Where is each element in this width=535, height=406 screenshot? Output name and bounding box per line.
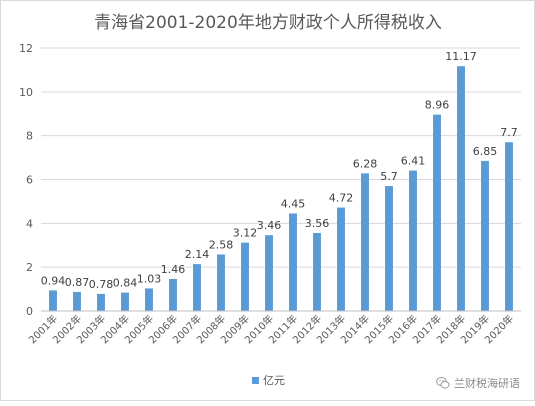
data-label: 11.17 — [445, 50, 477, 63]
watermark: 兰财税海研语 — [436, 375, 520, 391]
y-tick-label: 8 — [26, 130, 33, 143]
data-label: 8.96 — [425, 99, 450, 112]
watermark-text: 兰财税海研语 — [454, 377, 520, 390]
legend: 亿元 — [252, 374, 285, 387]
bars — [49, 66, 513, 312]
y-tick-label: 6 — [26, 174, 33, 187]
wechat-icon — [436, 377, 450, 389]
y-tick-label: 4 — [26, 217, 33, 230]
bar — [409, 170, 417, 311]
bar — [169, 279, 177, 311]
data-label: 0.94 — [41, 274, 66, 287]
data-label: 0.78 — [89, 278, 114, 291]
data-label: 5.7 — [380, 170, 398, 183]
legend-swatch — [252, 377, 259, 384]
data-label: 4.72 — [329, 192, 354, 205]
data-label: 3.56 — [305, 217, 330, 230]
data-label: 1.03 — [137, 272, 162, 285]
data-label: 3.46 — [257, 219, 282, 232]
data-label: 6.41 — [401, 155, 426, 168]
bar — [313, 232, 321, 311]
bar — [505, 142, 513, 311]
bar — [481, 160, 489, 311]
data-label: 0.84 — [113, 277, 138, 290]
bar — [385, 186, 393, 311]
x-axis-ticks: 2001年2002年2003年2004年2005年2006年2007年2008年… — [26, 312, 516, 346]
bar — [97, 293, 105, 311]
data-label: 3.12 — [233, 227, 258, 240]
bar — [49, 290, 57, 311]
chart-title: 青海省2001-2020年地方财政个人所得税收入 — [94, 13, 442, 33]
y-tick-label: 0 — [26, 305, 33, 318]
data-label: 4.45 — [281, 197, 306, 210]
bar — [289, 213, 297, 311]
data-label: 0.87 — [65, 276, 90, 289]
y-axis-ticks: 0 2 4 6 8 10 12 — [19, 42, 33, 318]
data-label: 2.14 — [185, 248, 210, 261]
bar — [337, 207, 345, 311]
data-label: 2.58 — [209, 238, 234, 251]
data-label: 7.7 — [500, 126, 518, 139]
bar — [241, 242, 249, 311]
bar — [217, 254, 225, 311]
data-label: 6.85 — [473, 145, 498, 158]
bar — [145, 288, 153, 311]
y-tick-label: 10 — [19, 86, 33, 99]
y-tick-label: 12 — [19, 42, 33, 55]
bar — [361, 173, 369, 311]
bar — [121, 292, 129, 311]
data-label: 6.28 — [353, 157, 378, 170]
legend-label: 亿元 — [263, 374, 285, 387]
y-tick-label: 2 — [26, 261, 33, 274]
gridlines — [41, 47, 521, 268]
data-labels: 0.94 0.87 0.78 0.84 1.031.46 2.142.583.123.46… — [41, 50, 518, 291]
bar — [73, 291, 81, 311]
data-label: 1.46 — [161, 263, 186, 276]
bar — [193, 264, 201, 311]
bar — [457, 66, 465, 312]
bar — [433, 114, 441, 311]
bar — [265, 235, 273, 311]
